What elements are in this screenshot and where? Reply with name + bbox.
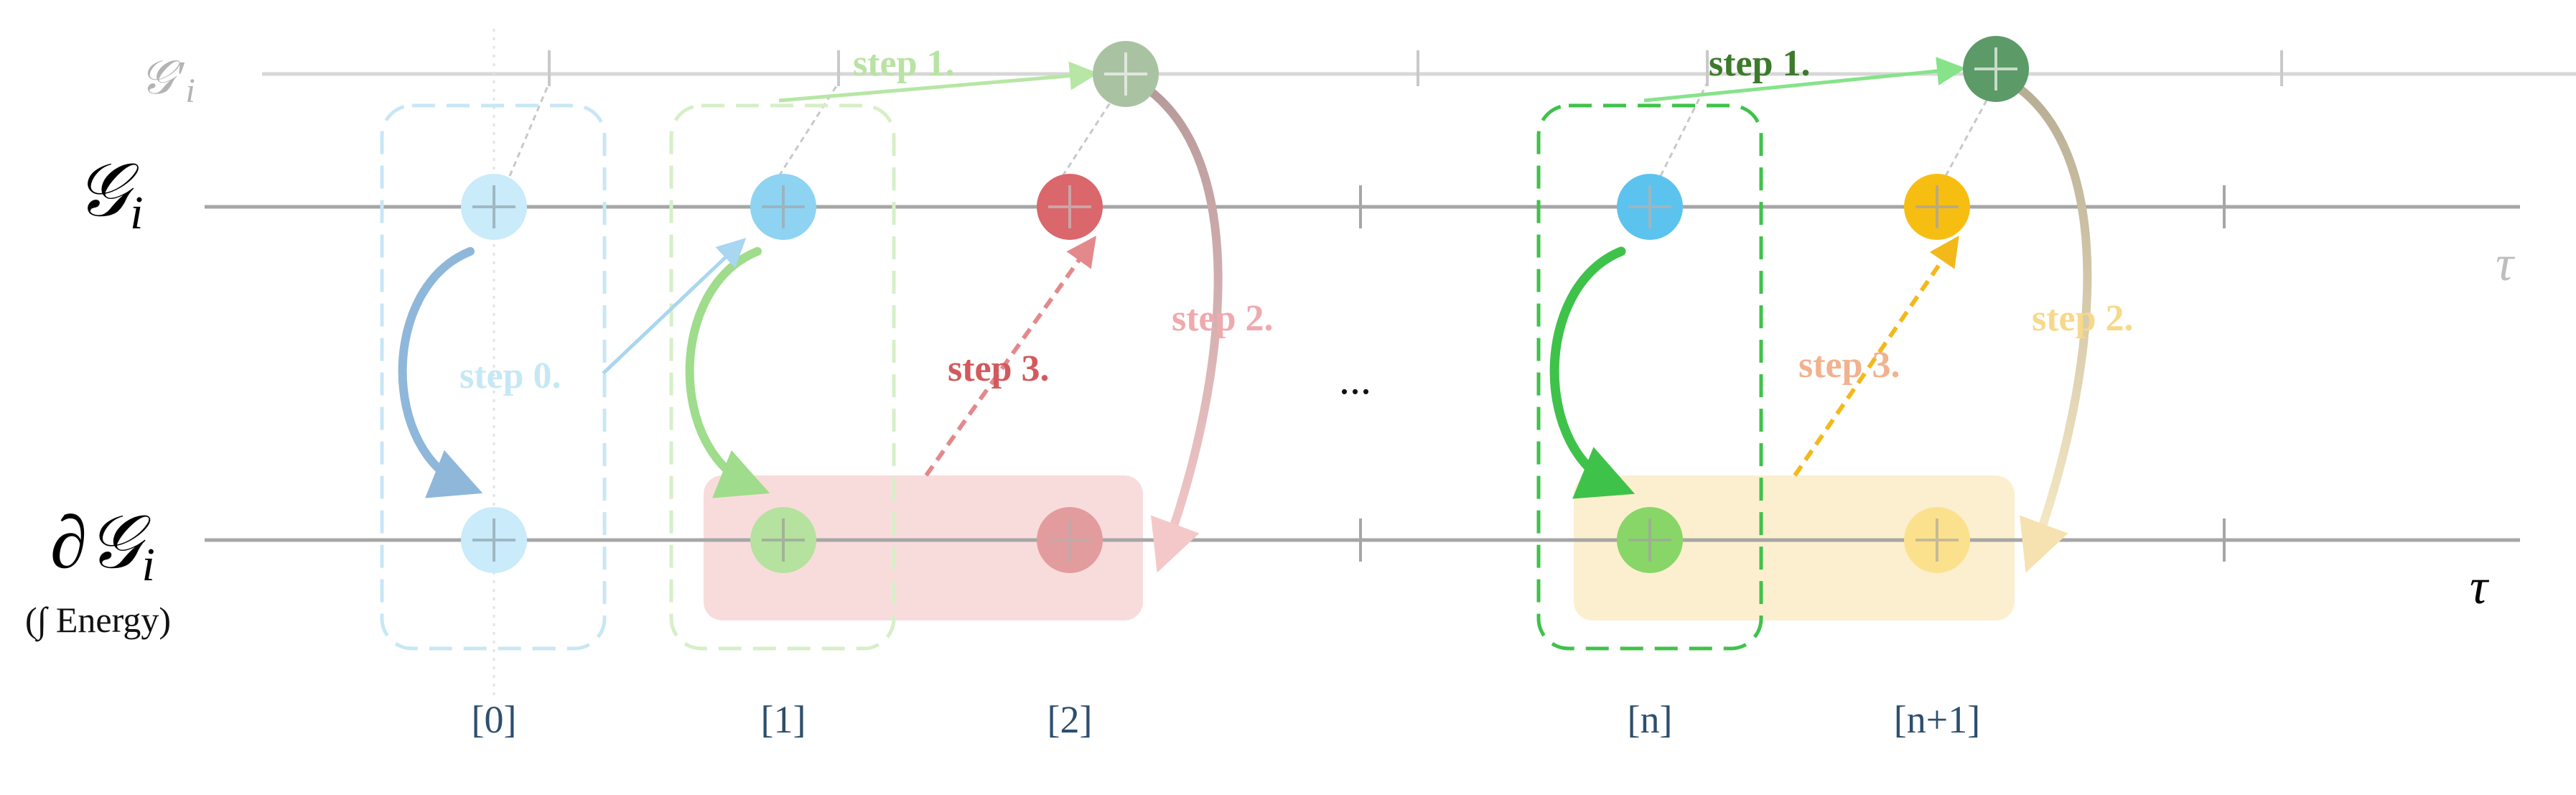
band-yellow: [1574, 475, 2015, 620]
label-tau-lower: τ: [2470, 559, 2490, 615]
label-step2-a: step 2.: [1172, 298, 1274, 339]
node-g-2: [1037, 174, 1103, 240]
index-2: [2]: [1047, 698, 1093, 741]
label-dg: ∂𝒢i: [50, 501, 155, 591]
label-tau-upper: τ: [2496, 236, 2516, 292]
node-dg-2: [1037, 507, 1103, 573]
label-step3-a: step 3.: [948, 348, 1050, 389]
arrow-step1-a: [778, 61, 1098, 103]
node-g-n1: [1904, 174, 1970, 240]
node-g-0: [461, 174, 527, 240]
projections: [508, 82, 1994, 177]
node-dg-0: [461, 507, 527, 573]
label-step0: step 0.: [459, 355, 561, 396]
ellipsis: ...: [1339, 355, 1371, 403]
band-red: [704, 475, 1143, 620]
node-dg-n1: [1904, 507, 1970, 573]
node-dg-1: [750, 507, 816, 573]
label-step3-b: step 3.: [1798, 345, 1900, 386]
ticks-dg: [1359, 519, 2226, 562]
node-gprime-n1: [1963, 36, 2029, 102]
index-1: [1]: [761, 698, 806, 741]
node-gprime-2: [1093, 41, 1159, 107]
arrow-curve-1: [685, 247, 770, 498]
label-g-prime: 𝒢′i: [140, 52, 195, 110]
label-step2-b: step 2.: [2032, 298, 2134, 339]
arrow-step0: [602, 238, 747, 375]
index-0: [0]: [472, 698, 517, 741]
arrow-curve-0: [398, 247, 483, 498]
arrow-step3-a: [924, 236, 1096, 477]
arrow-curve-n: [1549, 246, 1635, 499]
ticks-g: [1359, 185, 2226, 228]
arrow-step3-b: [1793, 236, 1959, 477]
label-step1-b: step 1.: [1709, 43, 1811, 84]
label-g: 𝒢i: [75, 149, 143, 239]
label-dg-caption: (∫ Energy): [25, 600, 171, 642]
ticks-g-prime: [548, 50, 2283, 86]
node-g-1: [750, 174, 816, 240]
arrow-step1-b: [1643, 57, 1966, 103]
node-g-n: [1617, 174, 1683, 240]
label-step1-a: step 1.: [853, 43, 955, 84]
index-n: [n]: [1628, 698, 1673, 741]
box-1: [669, 103, 896, 651]
box-n: [1536, 103, 1763, 651]
box-0: [380, 103, 607, 651]
arrow-step2-b: [2017, 85, 2092, 573]
index-n1: [n+1]: [1894, 698, 1980, 741]
arrow-step2-a: [1144, 85, 1223, 573]
node-dg-n: [1617, 507, 1683, 573]
